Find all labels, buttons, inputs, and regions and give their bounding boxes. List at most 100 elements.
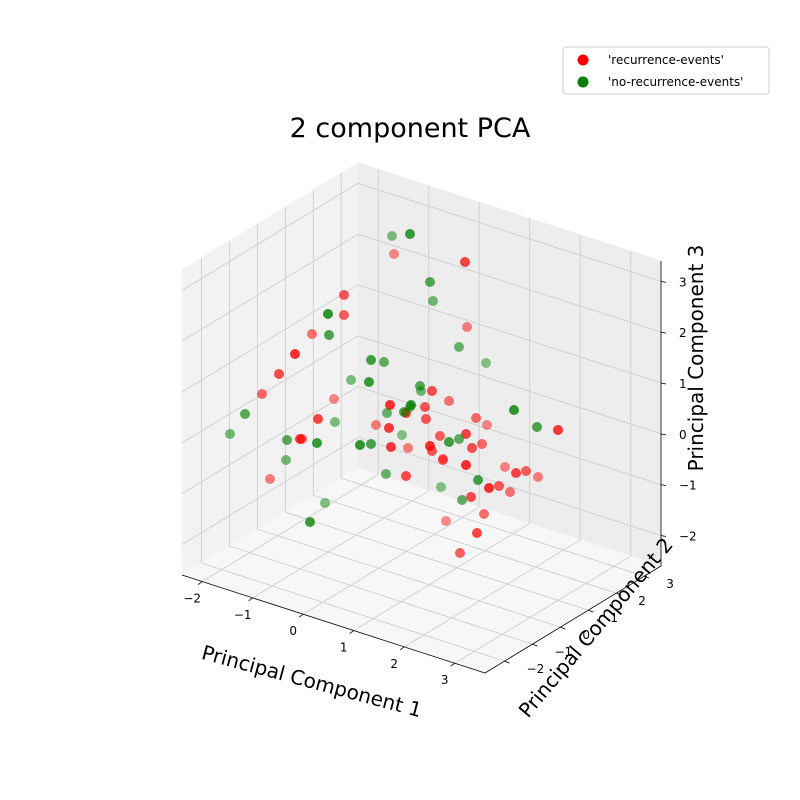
point-recurrence — [461, 460, 471, 470]
y-tick-mark — [644, 575, 650, 579]
x-tick-label: 2 — [390, 657, 398, 671]
grid-floor-x — [302, 506, 480, 615]
point-recurrence — [438, 454, 448, 464]
y-tick-mark — [560, 626, 566, 630]
point-recurrence — [401, 471, 411, 481]
point-recurrence — [385, 400, 395, 410]
point-no-recurrence — [379, 357, 389, 367]
grid-floor-y — [341, 477, 645, 577]
point-recurrence — [274, 369, 284, 379]
point-no-recurrence — [312, 438, 322, 448]
point-no-recurrence — [346, 375, 356, 385]
point-no-recurrence — [281, 455, 291, 465]
point-no-recurrence — [381, 469, 391, 479]
axes-panes — [180, 162, 663, 674]
z-tick-label: 2 — [679, 326, 687, 340]
point-no-recurrence — [225, 429, 235, 439]
legend-label-recurrence: 'recurrence-events' — [608, 53, 724, 67]
x-tick-label: 1 — [340, 641, 348, 655]
point-no-recurrence — [436, 482, 446, 492]
point-recurrence — [329, 394, 339, 404]
point-recurrence — [371, 420, 381, 430]
x-tick-label: −2 — [183, 592, 201, 606]
point-recurrence — [477, 439, 487, 449]
grid-floor-x — [252, 490, 429, 599]
point-recurrence — [384, 423, 394, 433]
point-no-recurrence — [405, 402, 415, 412]
z-tick-mark — [660, 535, 667, 537]
point-no-recurrence — [397, 430, 407, 440]
y-tick-label: 1 — [610, 611, 618, 625]
point-recurrence — [479, 509, 489, 519]
grid-left-z — [181, 335, 359, 444]
y-tick-label: 2 — [638, 594, 646, 608]
y-tick-label: −1 — [554, 645, 572, 659]
legend-marker-recurrence — [577, 54, 589, 66]
point-no-recurrence — [454, 342, 464, 352]
point-recurrence — [472, 528, 482, 538]
z-axis-label: Principal Component 3 — [684, 245, 708, 472]
point-no-recurrence — [305, 517, 315, 527]
z-tick-label: 1 — [679, 377, 687, 391]
x-axis-line — [181, 574, 486, 674]
point-recurrence — [290, 349, 300, 359]
point-no-recurrence — [355, 440, 365, 450]
grid-back-z — [357, 437, 662, 536]
point-recurrence — [339, 310, 349, 320]
point-recurrence — [460, 257, 470, 267]
point-no-recurrence — [323, 309, 333, 319]
grid-left-z — [181, 182, 359, 291]
point-no-recurrence — [364, 377, 374, 387]
chart-title: 2 component PCA — [290, 113, 531, 144]
point-no-recurrence — [366, 439, 376, 449]
y-tick-label: 3 — [666, 577, 674, 591]
x-tick-mark — [349, 630, 354, 634]
point-recurrence — [386, 442, 396, 452]
point-recurrence — [500, 462, 510, 472]
grid-left-z — [181, 233, 359, 342]
point-recurrence — [461, 429, 471, 439]
point-no-recurrence — [532, 422, 542, 432]
point-recurrence — [421, 414, 431, 424]
x-axis-label: Principal Component 1 — [199, 640, 424, 722]
point-no-recurrence — [382, 408, 392, 418]
z-tick-mark — [660, 382, 667, 385]
scatter-points — [225, 229, 563, 558]
grid-floor-y — [257, 528, 561, 628]
legend-marker-no-recurrence — [577, 76, 589, 88]
grid-left-z — [181, 284, 359, 393]
point-no-recurrence — [425, 277, 435, 287]
point-recurrence — [521, 466, 531, 476]
point-no-recurrence — [282, 435, 292, 445]
point-recurrence — [425, 441, 435, 451]
grid-left-z — [181, 437, 359, 545]
point-no-recurrence — [416, 386, 426, 396]
y-tick-label: −2 — [527, 662, 545, 676]
axis-lines — [181, 261, 667, 674]
point-no-recurrence — [454, 434, 464, 444]
grid-floor-x — [353, 523, 530, 631]
grid-back-z — [357, 284, 662, 384]
point-recurrence — [484, 483, 494, 493]
point-no-recurrence — [457, 495, 467, 505]
z-tick-label: −2 — [679, 530, 697, 544]
point-no-recurrence — [473, 475, 483, 485]
grid-floor-y — [285, 511, 589, 611]
point-recurrence — [339, 290, 349, 300]
y-tick-label: 0 — [582, 628, 590, 642]
point-recurrence — [455, 548, 465, 558]
grid-floor-x — [454, 555, 631, 664]
point-no-recurrence — [509, 405, 519, 415]
tick-labels: −2 −1 0 1 2 3 −2 −1 0 1 2 3 −2 −1 0 1 2 3 — [183, 275, 696, 687]
point-no-recurrence — [240, 409, 250, 419]
z-tick-mark — [660, 331, 667, 334]
point-no-recurrence — [481, 358, 491, 368]
point-recurrence — [427, 386, 437, 396]
x-tick-mark — [298, 613, 304, 618]
point-recurrence — [482, 420, 492, 430]
grid-back-z — [357, 233, 662, 333]
y-tick-mark — [588, 609, 594, 613]
point-recurrence — [257, 389, 267, 399]
x-tick-label: 0 — [289, 624, 297, 638]
